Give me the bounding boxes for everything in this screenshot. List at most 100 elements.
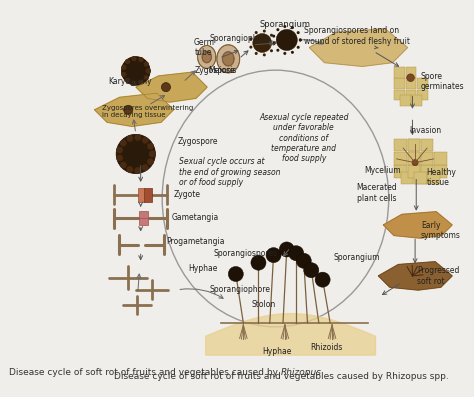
- Circle shape: [127, 135, 133, 142]
- Polygon shape: [202, 51, 211, 63]
- Bar: [394, 78, 405, 89]
- Bar: [421, 165, 433, 178]
- Text: Meiosis: Meiosis: [209, 66, 237, 75]
- Text: Gametangia: Gametangia: [172, 213, 219, 222]
- Circle shape: [120, 162, 127, 168]
- Circle shape: [142, 164, 149, 171]
- Text: Hyphae: Hyphae: [263, 347, 292, 356]
- Text: Zygospores overwintering
in decaying tissue: Zygospores overwintering in decaying tis…: [102, 105, 193, 118]
- Text: Hyphae: Hyphae: [189, 264, 218, 273]
- Bar: [421, 152, 433, 164]
- Circle shape: [138, 80, 144, 85]
- Bar: [411, 95, 422, 106]
- Circle shape: [138, 57, 144, 62]
- Circle shape: [249, 37, 252, 40]
- Circle shape: [149, 150, 156, 157]
- Text: Early
symptoms: Early symptoms: [421, 221, 461, 240]
- Bar: [421, 165, 433, 178]
- Text: Progametangia: Progametangia: [166, 237, 225, 247]
- Bar: [406, 67, 417, 78]
- Circle shape: [127, 166, 133, 173]
- Circle shape: [297, 46, 300, 49]
- Circle shape: [291, 26, 294, 29]
- Polygon shape: [378, 262, 452, 290]
- Polygon shape: [223, 52, 234, 66]
- Text: Progressed
soft rot: Progressed soft rot: [417, 266, 459, 285]
- Bar: [394, 90, 405, 100]
- Circle shape: [121, 72, 127, 77]
- Bar: [414, 172, 427, 184]
- Circle shape: [121, 57, 150, 85]
- Polygon shape: [202, 51, 211, 63]
- Text: Sporangium: Sporangium: [334, 252, 381, 262]
- Circle shape: [270, 34, 273, 37]
- Polygon shape: [198, 46, 216, 68]
- Bar: [428, 172, 440, 184]
- Text: Sporangiospores land on
wound of stored fleshy fruit: Sporangiospores land on wound of stored …: [304, 27, 410, 46]
- Circle shape: [304, 263, 319, 278]
- Circle shape: [147, 143, 154, 150]
- Circle shape: [144, 75, 149, 80]
- Circle shape: [289, 246, 304, 261]
- Text: Sporangiospores: Sporangiospores: [213, 249, 277, 258]
- Text: Sexual cycle occurs at
the end of growing season
or of food supply: Sexual cycle occurs at the end of growin…: [179, 157, 281, 187]
- Bar: [394, 152, 407, 164]
- Circle shape: [146, 68, 151, 73]
- Polygon shape: [136, 72, 207, 102]
- Circle shape: [135, 167, 141, 174]
- Bar: [394, 139, 407, 151]
- Text: Rhizoids: Rhizoids: [310, 343, 343, 352]
- Text: Invasion: Invasion: [410, 126, 442, 135]
- Bar: [145, 188, 152, 202]
- Circle shape: [125, 78, 130, 83]
- Circle shape: [228, 266, 243, 281]
- Circle shape: [273, 41, 276, 44]
- Bar: [394, 165, 407, 178]
- Text: Spore
germinates: Spore germinates: [421, 72, 465, 91]
- Circle shape: [270, 49, 273, 52]
- Polygon shape: [383, 212, 452, 238]
- Text: Rhizopus: Rhizopus: [281, 368, 322, 378]
- Bar: [421, 152, 433, 164]
- Circle shape: [121, 65, 127, 70]
- Circle shape: [255, 31, 258, 34]
- Polygon shape: [223, 52, 234, 66]
- Bar: [408, 152, 420, 164]
- Circle shape: [125, 59, 130, 64]
- Polygon shape: [217, 45, 239, 73]
- Text: Asexual cycle repeated
under favorable
conditions of
temperature and
food supply: Asexual cycle repeated under favorable c…: [259, 113, 348, 164]
- Text: Germ
tube: Germ tube: [193, 38, 214, 57]
- Bar: [401, 172, 413, 184]
- Circle shape: [296, 253, 311, 268]
- Bar: [408, 165, 420, 178]
- Bar: [137, 188, 145, 202]
- Bar: [408, 139, 420, 151]
- Bar: [394, 67, 405, 78]
- Circle shape: [412, 160, 418, 166]
- Bar: [406, 78, 417, 89]
- Circle shape: [263, 30, 266, 33]
- Circle shape: [266, 248, 281, 263]
- Circle shape: [283, 25, 286, 28]
- Circle shape: [162, 83, 171, 92]
- Circle shape: [124, 105, 133, 114]
- Circle shape: [291, 51, 294, 54]
- Text: Stolon: Stolon: [252, 300, 276, 309]
- Circle shape: [146, 68, 151, 73]
- Circle shape: [253, 34, 272, 52]
- Bar: [414, 172, 427, 184]
- Polygon shape: [206, 314, 375, 355]
- Circle shape: [144, 62, 149, 67]
- Text: Healthy
tissue: Healthy tissue: [427, 168, 456, 187]
- Bar: [417, 90, 428, 100]
- Bar: [400, 95, 411, 106]
- Polygon shape: [217, 45, 239, 73]
- Text: Karyogamy: Karyogamy: [109, 77, 152, 86]
- Bar: [139, 218, 148, 225]
- Bar: [408, 139, 420, 151]
- Circle shape: [299, 39, 302, 41]
- Bar: [434, 165, 447, 178]
- Circle shape: [272, 42, 275, 45]
- Text: Zygospore: Zygospore: [194, 66, 235, 75]
- Circle shape: [249, 46, 252, 48]
